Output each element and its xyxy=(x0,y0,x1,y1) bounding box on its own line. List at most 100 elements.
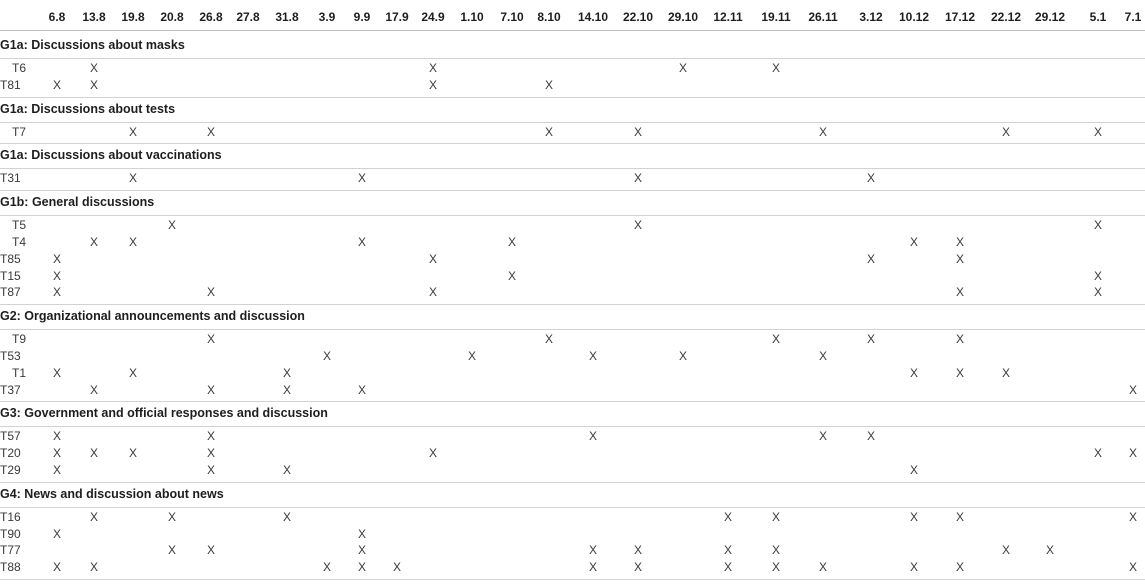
mark-x: X xyxy=(357,543,367,558)
topic-label: T20 xyxy=(0,446,21,461)
mark-x: X xyxy=(206,543,216,558)
column-header: 7.1 xyxy=(1124,10,1142,24)
mark-x: X xyxy=(206,285,216,300)
mark-x: X xyxy=(282,463,292,477)
group-divider xyxy=(0,143,1145,145)
mark-x: X xyxy=(771,560,781,575)
mark-x: X xyxy=(392,560,402,575)
mark-x: X xyxy=(89,509,99,524)
mark-x: X xyxy=(322,349,332,363)
mark-x: X xyxy=(467,349,477,363)
mark-x: X xyxy=(588,429,598,444)
mark-x: X xyxy=(771,509,781,524)
mark-x: X xyxy=(1093,446,1103,461)
mark-x: X xyxy=(128,446,138,461)
group-title-divider xyxy=(0,329,1145,331)
column-header: 13.8 xyxy=(82,10,106,24)
mark-x: X xyxy=(322,560,332,575)
mark-x: X xyxy=(544,77,554,92)
topic-label: T37 xyxy=(0,382,21,397)
column-header: 19.8 xyxy=(121,10,145,24)
column-header: 29.12 xyxy=(1034,10,1066,24)
mark-x: X xyxy=(428,61,438,75)
mark-x: X xyxy=(89,446,99,461)
group-title: G1a: Discussions about tests xyxy=(0,101,176,116)
column-header: 31.8 xyxy=(275,10,299,24)
mark-x: X xyxy=(1093,268,1103,283)
header-divider xyxy=(0,30,1145,31)
column-header: 29.10 xyxy=(667,10,699,24)
mark-x: X xyxy=(52,463,62,477)
mark-x: X xyxy=(1093,218,1103,233)
group-title-divider xyxy=(0,58,1145,59)
mark-x: X xyxy=(723,560,733,575)
topic-label: T77 xyxy=(0,543,21,558)
column-header: 5.1 xyxy=(1089,10,1107,24)
mark-x: X xyxy=(818,560,828,575)
column-header: 27.8 xyxy=(236,10,260,24)
mark-x: X xyxy=(357,382,367,397)
mark-x: X xyxy=(128,235,138,249)
mark-x: X xyxy=(507,268,517,283)
column-header: 3.12 xyxy=(859,10,883,24)
mark-x: X xyxy=(866,251,876,266)
column-header: 7.10 xyxy=(500,10,524,24)
column-header: 26.11 xyxy=(808,10,838,24)
mark-x: X xyxy=(428,251,438,266)
group-divider xyxy=(0,304,1145,306)
topic-label: T29 xyxy=(0,463,21,477)
mark-x: X xyxy=(1093,124,1103,139)
group-title: G4: News and discussion about news xyxy=(0,486,224,501)
mark-x: X xyxy=(723,509,733,524)
mark-x: X xyxy=(909,509,919,524)
mark-x: X xyxy=(955,251,965,266)
mark-x: X xyxy=(52,251,62,266)
mark-x: X xyxy=(282,365,292,380)
mark-x: X xyxy=(282,382,292,397)
group-title: G1b: General discussions xyxy=(0,195,155,210)
mark-x: X xyxy=(206,463,216,477)
topic-label: T81 xyxy=(0,77,21,92)
mark-x: X xyxy=(633,218,643,233)
mark-x: X xyxy=(428,285,438,300)
mark-x: X xyxy=(428,446,438,461)
group-divider xyxy=(0,190,1145,192)
mark-x: X xyxy=(89,560,99,575)
group-divider xyxy=(0,401,1145,403)
mark-x: X xyxy=(633,171,643,186)
topic-label: T7 xyxy=(12,124,27,139)
group-divider xyxy=(0,96,1145,98)
column-header: 20.8 xyxy=(160,10,184,24)
mark-x: X xyxy=(866,171,876,186)
mark-x: X xyxy=(544,332,554,347)
mark-x: X xyxy=(128,365,138,380)
mark-x: X xyxy=(52,429,62,444)
topic-label: T85 xyxy=(0,251,21,266)
mark-x: X xyxy=(206,124,216,139)
mark-x: X xyxy=(678,349,688,363)
mark-x: X xyxy=(723,543,733,558)
mark-x: X xyxy=(1093,285,1103,300)
mark-x: X xyxy=(866,332,876,347)
mark-x: X xyxy=(52,526,62,541)
mark-x: X xyxy=(1128,560,1138,575)
column-header: 9.9 xyxy=(353,10,371,24)
mark-x: X xyxy=(52,560,62,575)
column-header: 17.9 xyxy=(385,10,409,24)
mark-x: X xyxy=(678,61,688,75)
group-title: G1a: Discussions about masks xyxy=(0,38,185,52)
topic-label: T53 xyxy=(0,349,21,363)
mark-x: X xyxy=(633,543,643,558)
mark-x: X xyxy=(588,543,598,558)
column-header: 10.12 xyxy=(898,10,930,24)
column-header: 17.12 xyxy=(944,10,976,24)
mark-x: X xyxy=(909,365,919,380)
mark-x: X xyxy=(52,365,62,380)
mark-x: X xyxy=(955,285,965,300)
group-title-divider xyxy=(0,168,1145,170)
mark-x: X xyxy=(167,543,177,558)
mark-x: X xyxy=(89,77,99,92)
group-title: G2: Organizational announcements and dis… xyxy=(0,309,305,324)
topic-label: T87 xyxy=(0,285,21,300)
column-header: 6.8 xyxy=(48,10,66,24)
